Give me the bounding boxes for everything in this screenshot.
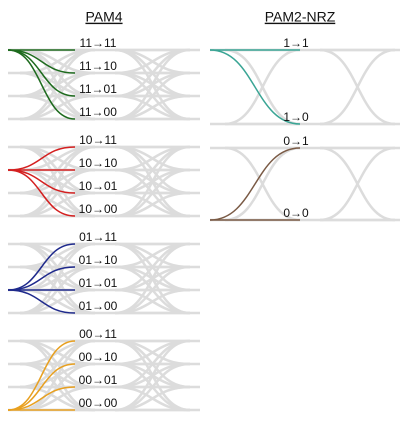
transition-curve [7,169,76,217]
transition-curve [7,363,76,411]
transition-label: 01→11 [79,230,117,244]
transition-label: 01→01 [79,276,118,290]
transition-label: 0→0 [283,206,309,220]
eye-trace [224,48,301,126]
eye-trace [319,146,396,222]
transition-label: 11→00 [79,105,117,119]
transition-label: 00→01 [79,373,118,387]
transition-label: 00→11 [79,327,117,341]
eye-trace [319,48,396,126]
transition-curve [7,340,76,411]
transition-label: 11→11 [80,36,117,50]
transition-label: 00→10 [79,350,118,364]
transition-curve [7,289,76,314]
transition-label: 00→00 [79,396,118,410]
transition-label: 11→10 [79,59,117,73]
transition-label: 0→1 [283,134,309,148]
transition-curve [7,49,76,120]
transition-label: 01→10 [79,253,118,267]
transition-label: 11→01 [79,82,117,96]
transition-label: 01→00 [79,299,118,313]
transition-label: 10→00 [79,202,118,216]
pam4-title: PAM4 [85,9,122,25]
transition-label: 1→1 [283,36,309,50]
transition-label: 10→10 [79,156,118,170]
transition-label: 10→01 [79,179,118,193]
transition-label: 10→11 [79,133,117,147]
transition-label: 1→0 [283,110,309,124]
transition-curve [7,243,76,291]
transition-curve [209,49,301,125]
nrz-title: PAM2-NRZ [265,9,336,25]
eye-trace [224,146,301,222]
transition-curve [209,147,301,221]
